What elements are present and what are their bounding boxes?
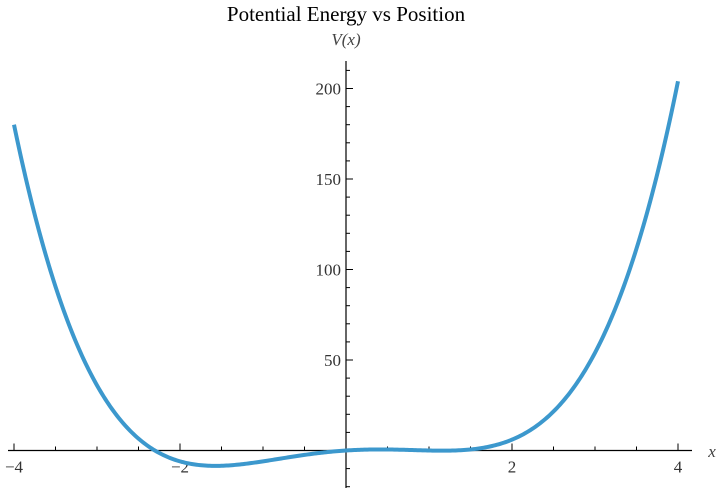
x-axis-label: x — [707, 442, 716, 461]
y-tick-label: 150 — [316, 170, 342, 189]
y-tick-label: 200 — [316, 80, 342, 99]
chart-title: Potential Energy vs Position — [227, 2, 466, 26]
x-tick-label: −4 — [5, 458, 24, 477]
potential-curve — [12, 80, 680, 468]
y-axis-label: V(x) — [331, 30, 361, 49]
y-tick-label: 50 — [324, 351, 341, 370]
y-tick-label: 100 — [316, 261, 342, 280]
x-tick-label: 2 — [508, 458, 517, 477]
x-tick-label: 4 — [674, 458, 683, 477]
axes — [8, 61, 692, 488]
